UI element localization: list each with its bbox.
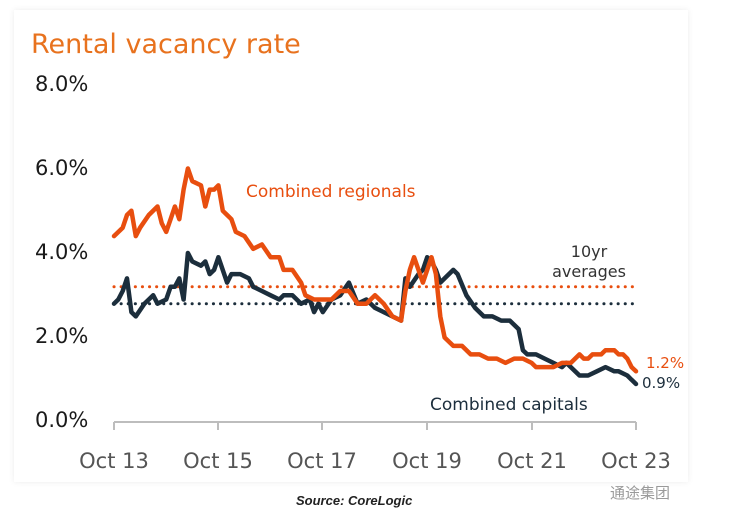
vacancy-chart: Rental vacancy rate 8.0% 6.0% 4.0% 2.0% …: [31, 29, 684, 473]
y-tick-label: 8.0%: [35, 72, 88, 96]
averages-label-line2: averages: [552, 262, 626, 281]
x-tick-label: Oct 23: [601, 449, 671, 473]
y-tick-label: 2.0%: [35, 324, 88, 348]
x-tick-label: Oct 15: [183, 449, 253, 473]
capitals-label: Combined capitals: [430, 395, 588, 415]
regionals-series-line: [111, 166, 639, 374]
y-tick-label: 0.0%: [35, 408, 88, 432]
watermark: 通途集团: [610, 485, 671, 502]
capitals-end-value: 0.9%: [642, 374, 680, 392]
chart-title: Rental vacancy rate: [31, 29, 301, 60]
x-tick-label: Oct 13: [79, 449, 149, 473]
y-tick-label: 4.0%: [35, 240, 88, 264]
y-tick-label: 6.0%: [35, 156, 88, 180]
chart-panel: Rental vacancy rate 8.0% 6.0% 4.0% 2.0% …: [14, 10, 688, 482]
averages-label-line1: 10yr: [571, 242, 608, 261]
x-tick-label: Oct 21: [497, 449, 567, 473]
regionals-label: Combined regionals: [246, 182, 416, 202]
x-tick-label: Oct 17: [287, 449, 357, 473]
source-caption: Source: CoreLogic: [296, 493, 413, 508]
x-tick-label: Oct 19: [392, 449, 462, 473]
regionals-end-value: 1.2%: [646, 354, 684, 372]
